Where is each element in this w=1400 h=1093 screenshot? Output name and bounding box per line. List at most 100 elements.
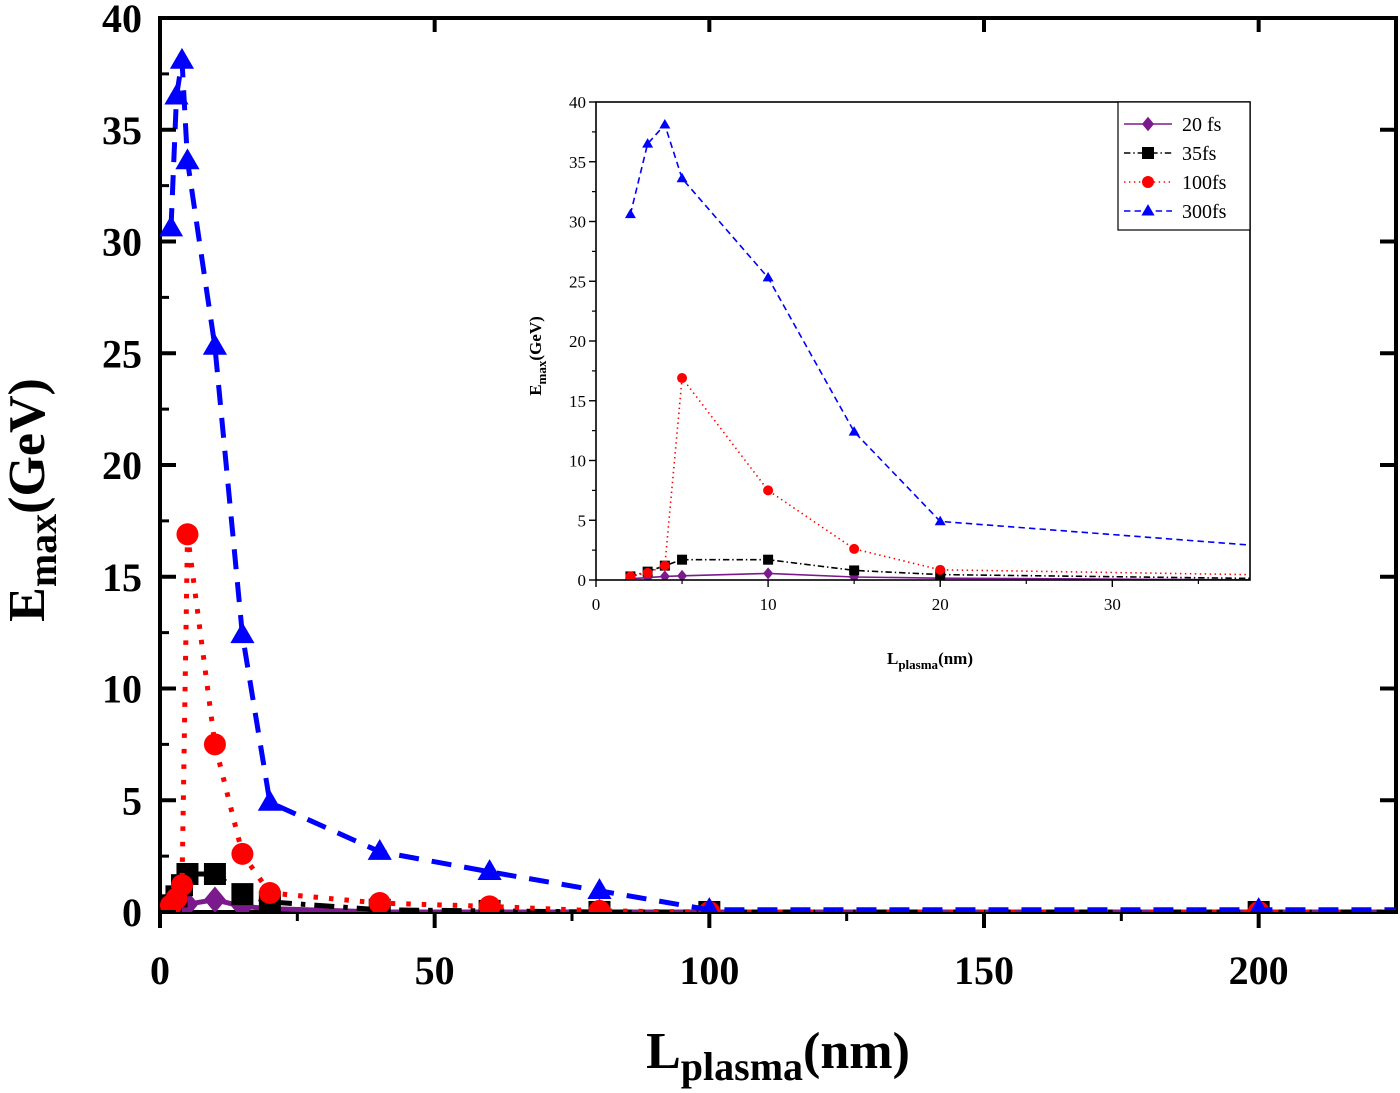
legend-item: 100fs: [1124, 172, 1227, 194]
legend-marker-swatch: [1142, 147, 1154, 159]
main-point-300fs-200: [1250, 897, 1268, 912]
inset-point-300fs-4: [659, 118, 671, 129]
main-point-300fs-40: [367, 839, 392, 860]
inset-y-tick-label: 25: [569, 272, 586, 291]
main-x-tick-label: 100: [679, 948, 739, 993]
legend-marker-swatch: [1142, 176, 1154, 188]
main-point-100fs-5: [176, 523, 199, 546]
legend-item: 35fs: [1124, 143, 1217, 165]
main-x-tick-label: 200: [1229, 948, 1289, 993]
inset-point-300fs-3: [642, 138, 654, 148]
main-point-100fs-80: [588, 899, 611, 912]
inset-x-tick-label: 30: [1104, 595, 1121, 614]
main-line-35fs: [168, 871, 1396, 912]
inset-point-35fs-5: [677, 554, 688, 565]
main-y-tick-label: 15: [102, 555, 142, 600]
main-point-300fs-15: [230, 622, 255, 644]
inset-point-100fs-3: [642, 567, 653, 578]
inset-point-35fs-15: [849, 565, 860, 576]
inset-y-tick-label: 40: [569, 93, 586, 112]
main-point-300fs-5: [175, 148, 200, 170]
inset-x-axis-label: Lplasma(nm): [887, 649, 973, 672]
inset-y-tick-label: 35: [569, 153, 586, 172]
main-point-20fs-10: [203, 886, 226, 912]
inset-point-300fs-2: [624, 208, 636, 219]
inset-point-20fs-15: [849, 571, 860, 580]
inset-chart: 0 5 10 15 20 25 30 35 40 0 10 20 30 Lplasma(nm) Emax…: [526, 93, 1251, 672]
inset-point-100fs-5: [677, 373, 688, 384]
main-y-tick-label: 20: [102, 443, 142, 488]
inset-series-300fs: [624, 118, 1250, 546]
legend-item: 20 fs: [1124, 114, 1222, 136]
inset-y-tick-label: 10: [569, 452, 586, 471]
legend-label: 300fs: [1182, 201, 1227, 223]
inset-point-300fs-5: [676, 172, 688, 183]
main-y-axis-label: Emax(GeV): [0, 378, 65, 622]
main-y-tick-label: 40: [102, 0, 142, 41]
inset-point-100fs-20: [935, 564, 946, 575]
main-point-100fs-40: [368, 892, 391, 912]
main-point-35fs-10: [203, 863, 226, 886]
inset-point-35fs-10: [763, 554, 774, 565]
main-point-100fs-4: [170, 874, 193, 897]
main-y-tick-label: 30: [102, 220, 142, 265]
main-point-35fs-15: [231, 883, 254, 906]
main-point-100fs-10: [203, 733, 226, 756]
main-point-300fs-20: [257, 789, 282, 811]
main-point-300fs-60: [477, 859, 502, 881]
inset-y-tick-label: 15: [569, 392, 586, 411]
legend-label: 20 fs: [1182, 114, 1222, 136]
inset-point-20fs-10: [763, 567, 774, 580]
inset-series-100fs: [625, 373, 1250, 580]
inset-point-20fs-5: [677, 569, 688, 580]
main-series-layer: [160, 47, 1396, 912]
main-point-300fs-2: [160, 215, 184, 237]
main-y-tick-label: 35: [102, 108, 142, 153]
main-point-100fs-15: [231, 842, 254, 865]
inset-point-300fs-20: [934, 515, 946, 526]
main-line-100fs: [169, 531, 1396, 912]
inset-point-20fs-4: [659, 570, 670, 580]
main-series-300fs: [160, 47, 1396, 912]
main-x-axis-label: Lplasma(nm): [646, 1023, 910, 1089]
inset-y-tick-label: 30: [569, 213, 586, 232]
inset-point-100fs-10: [763, 485, 774, 496]
inset-legend: 20 fs 35fs 100fs 300fs: [1117, 101, 1251, 231]
inset-series-layer: [624, 118, 1250, 580]
main-series-35fs: [160, 863, 1396, 912]
main-y-tick-label: 5: [122, 778, 142, 823]
inset-x-tick-label: 10: [760, 595, 777, 614]
inset-x-tick-label: 0: [592, 595, 601, 614]
main-point-300fs-100: [700, 897, 718, 912]
inset-point-100fs-15: [849, 543, 860, 554]
inset-point-300fs-15: [848, 426, 860, 436]
main-x-tick-label: 150: [954, 948, 1014, 993]
legend-marker-swatch: [1141, 204, 1155, 216]
main-point-100fs-60: [478, 895, 501, 912]
inset-y-tick-label: 5: [578, 511, 587, 530]
legend-label: 100fs: [1182, 172, 1227, 194]
main-y-tick-label: 10: [102, 667, 142, 712]
main-point-300fs-10: [202, 333, 228, 355]
inset-point-100fs-4: [659, 560, 670, 571]
inset-y-axis-label: Emax(GeV): [526, 316, 549, 396]
main-series-100fs: [160, 523, 1396, 912]
inset-point-300fs-10: [762, 271, 774, 282]
main-y-tick-label: 25: [102, 331, 142, 376]
main-x-tick-label: 50: [415, 948, 455, 993]
inset-ticks-layer: 0 5 10 15 20 25 30 35 40 0 10 20 30: [569, 93, 1199, 614]
main-point-100fs-20: [258, 882, 281, 905]
main-y-tick-label: 0: [122, 890, 142, 935]
legend-marker-swatch: [1142, 116, 1154, 132]
main-point-300fs-80: [587, 878, 612, 900]
legend-label: 35fs: [1182, 143, 1217, 165]
inset-x-tick-label: 20: [932, 595, 949, 614]
inset-y-tick-label: 0: [578, 571, 587, 590]
main-point-300fs-3: [164, 83, 189, 105]
main-point-300fs-4: [169, 47, 195, 69]
legend-item: 300fs: [1124, 201, 1227, 223]
inset-y-tick-label: 20: [569, 332, 586, 351]
